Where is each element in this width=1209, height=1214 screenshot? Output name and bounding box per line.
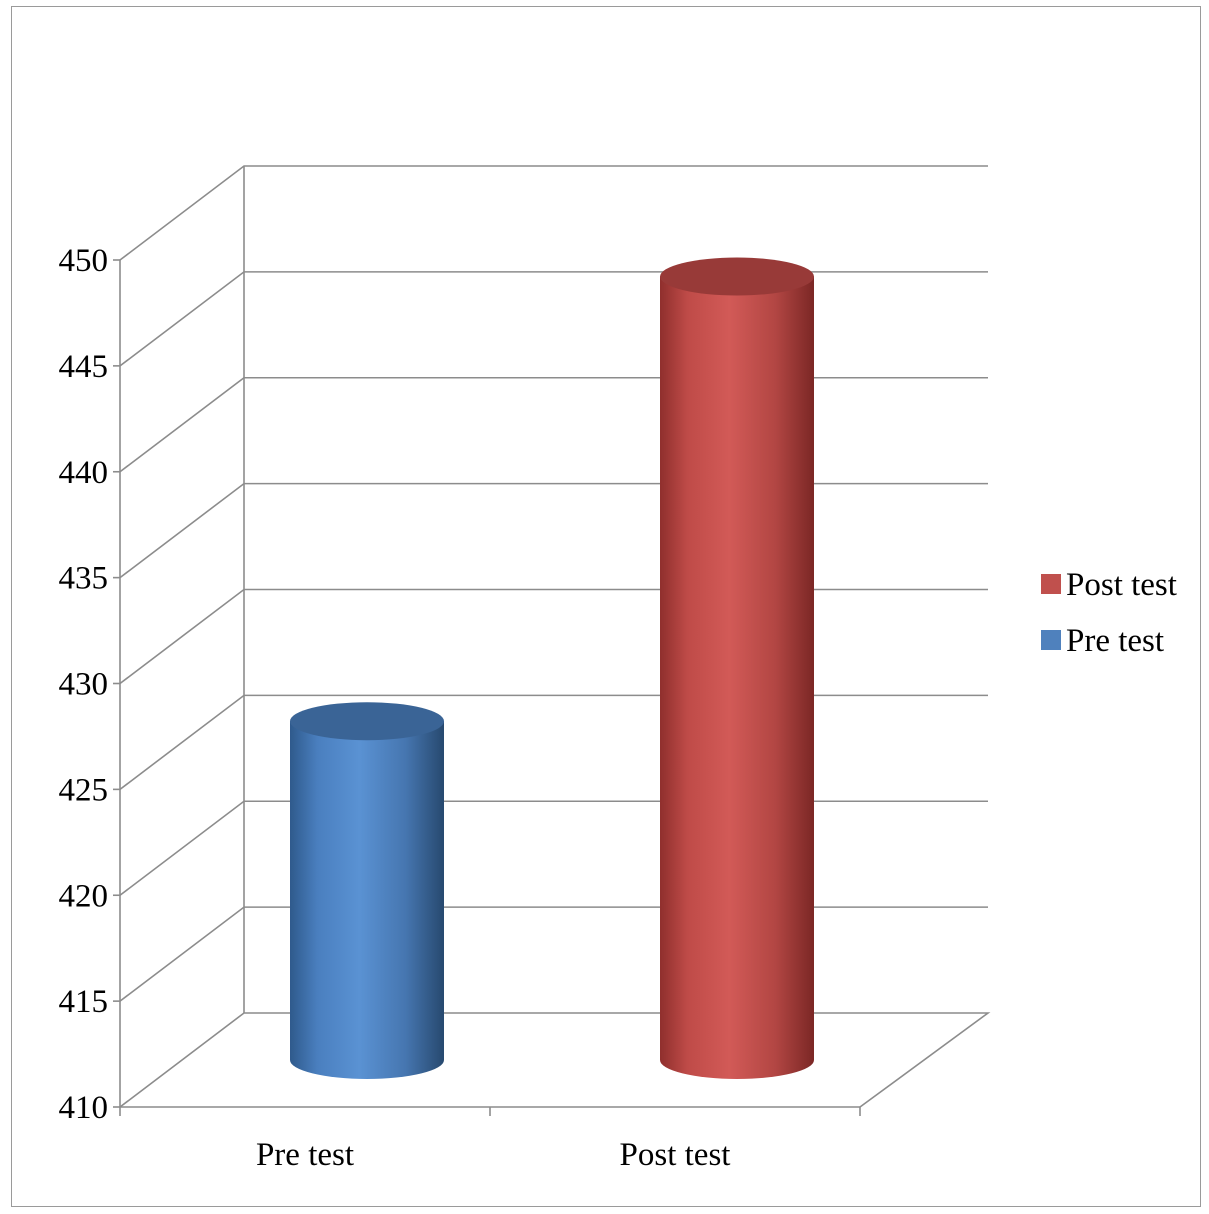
gridline [119,482,988,579]
bars [290,257,814,1079]
gridline [119,906,988,1002]
gridline [119,588,988,685]
y-tick-label: 420 [59,878,109,914]
legend-label: Post test [1066,567,1177,603]
gridline [119,694,988,791]
gridline [119,165,988,261]
x-axis-category-labels: Pre test Post test [256,1137,731,1173]
y-tick-label: 415 [59,984,109,1020]
y-axis-tick-labels: 410 415 420 425 430 435 440 445 450 [59,243,109,1126]
gridline [119,800,988,896]
gridlines [119,165,988,1002]
floor-outline [119,1012,991,1108]
bar-post-test [660,257,814,1079]
chart-area [11,6,1201,1207]
cylinder-body [290,721,444,1079]
gridline [119,376,988,473]
y-tick-label: 440 [59,455,109,491]
legend-swatch [1041,630,1061,650]
gridline [119,271,988,367]
cylinder-top [660,257,814,296]
x-category-label: Post test [620,1137,731,1173]
y-tick-label: 425 [59,772,109,808]
axes [113,259,861,1116]
legend-label: Pre test [1066,623,1164,659]
legend: Post test Pre test [1041,567,1177,659]
legend-swatch [1041,574,1061,594]
cylinder-body [660,276,814,1079]
cylinder-top [290,702,444,741]
y-tick-label: 435 [59,561,109,597]
y-tick-label: 410 [59,1090,109,1126]
bar-pre-test [290,702,444,1079]
y-tick-label: 430 [59,667,109,703]
y-tick-label: 450 [59,243,109,279]
chart-walls [119,166,991,1108]
x-category-label: Pre test [256,1137,354,1173]
y-tick-label: 445 [59,349,109,385]
